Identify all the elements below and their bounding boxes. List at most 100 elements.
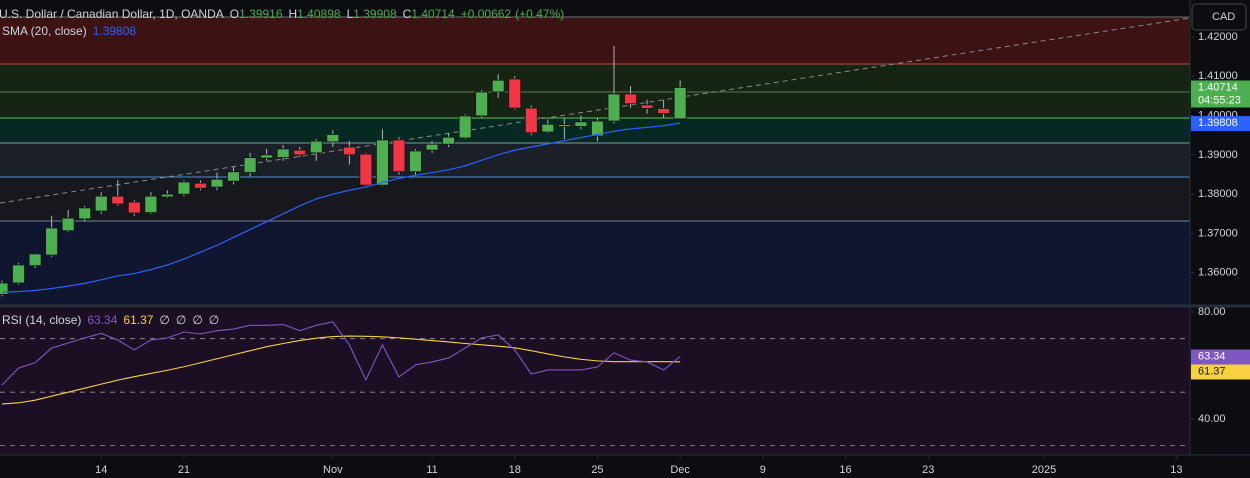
legend-sma: SMA (20, close) 1.39808 (2, 24, 136, 38)
candle-body (276, 148, 290, 159)
candle-body (210, 178, 224, 188)
rsi-background (0, 308, 1190, 455)
x-tick-label: 23 (922, 464, 934, 476)
candle-body (45, 227, 59, 256)
legend-value: 63.34 (87, 313, 117, 327)
price-badge-label: 1.40714 (1198, 81, 1238, 93)
placeholder: ∅ (192, 313, 202, 327)
candle-body (591, 120, 604, 137)
rsi-line (1, 335, 681, 405)
candle-body (442, 136, 455, 145)
legend-rsi: RSI (14, close) 63.34 61.37 ∅ ∅ ∅ ∅ (2, 313, 219, 327)
trend-line (0, 17, 1191, 204)
y-tick-label: 1.36000 (1198, 267, 1238, 279)
placeholder: ∅ (209, 313, 219, 327)
zone (0, 64, 1190, 118)
ohlc-prefix: C (403, 7, 412, 21)
y-tick-label: 1.39000 (1198, 149, 1238, 161)
ohlc-prefix: O (230, 7, 239, 21)
zone (0, 17, 1190, 64)
candle-body (508, 78, 522, 109)
price-badge (1191, 80, 1250, 108)
candle-body (541, 123, 555, 133)
candle-body (12, 264, 25, 284)
x-tick-label: 25 (591, 464, 603, 476)
x-tick-label: 14 (95, 464, 107, 476)
candle-body (557, 124, 571, 127)
ohlc-value: 1.40714 (411, 7, 455, 21)
sma-line (1, 122, 681, 293)
candle-body (94, 195, 108, 212)
price-badge-label: 61.37 (1198, 365, 1226, 377)
candle-body (392, 139, 406, 173)
candle-body (194, 182, 207, 189)
ohlc-value: 1.40898 (297, 7, 341, 21)
candle-body (144, 195, 158, 214)
y-tick-label: 40.00 (1198, 413, 1226, 425)
zone (0, 143, 1190, 177)
candle-body (160, 193, 174, 198)
price-badge (1191, 349, 1250, 365)
y-tick-label: 1.41000 (1198, 70, 1238, 82)
candle-body (326, 134, 340, 143)
ohlc-value: 1.39908 (353, 7, 397, 21)
candle-body (607, 93, 621, 122)
candle-body (657, 108, 670, 114)
price-badge (1191, 116, 1250, 132)
candle-body (491, 79, 505, 93)
ohlc-prefix: H (289, 7, 298, 21)
price-badge-label: 63.34 (1198, 350, 1226, 362)
candle-body (28, 253, 42, 267)
legend-main: U.S. Dollar / Canadian Dollar, 1D, OANDA… (0, 7, 564, 21)
candle-body (260, 154, 274, 159)
rsi-line (1, 321, 681, 386)
x-tick-label: 13 (1170, 464, 1182, 476)
placeholder: ∅ (176, 313, 186, 327)
candle-body (227, 171, 240, 182)
change-percent: (+0.47%) (515, 7, 564, 21)
x-tick-label: 16 (839, 464, 851, 476)
legend-value: 61.37 (123, 313, 153, 327)
candle-body (640, 104, 654, 109)
candle-body (0, 282, 9, 295)
currency-label[interactable]: CAD (1212, 11, 1235, 23)
candle-body (376, 139, 389, 186)
x-tick-label: 2025 (1032, 464, 1056, 476)
candle-body (243, 157, 257, 173)
x-tick-label: Nov (323, 464, 343, 476)
change: +0.00662 (461, 7, 512, 21)
candle-body (624, 93, 637, 105)
x-tick-label: 21 (178, 464, 190, 476)
candle-body (409, 150, 422, 173)
currency-button[interactable] (1191, 3, 1247, 31)
zone (0, 221, 1190, 305)
candle-body (425, 143, 439, 151)
ohlc-value: 1.39916 (239, 7, 283, 21)
marks (0, 45, 1190, 447)
legend-entry: SMA (20, close) (2, 24, 87, 38)
candle-body (293, 149, 307, 156)
candle-body (359, 153, 373, 186)
candle-body (574, 121, 588, 127)
y-tick-label: 1.37000 (1198, 227, 1238, 239)
x-tick-label: 9 (760, 464, 766, 476)
price-badge (1191, 364, 1250, 380)
candle-body (177, 181, 191, 195)
y-tick-label: 80.00 (1198, 306, 1226, 318)
x-tick-label: 11 (426, 464, 437, 476)
candle-body (524, 107, 538, 134)
axes: 14 21 Nov 11 18 25 Dec 9 16 23 2025 13 1.36000 1.3700… (95, 31, 1250, 476)
zones (0, 16, 1191, 455)
placeholder: ∅ (159, 313, 169, 327)
candle-body (111, 195, 125, 205)
symbol-title: U.S. Dollar / Canadian Dollar, 1D, OANDA (0, 7, 224, 21)
rsi-title: RSI (14, close) (2, 313, 81, 327)
y-tick-label: 1.38000 (1198, 188, 1238, 200)
candle-body (78, 207, 92, 220)
candle-body (342, 146, 356, 156)
candle-body (673, 87, 687, 120)
price-badge-label: 04:55:23 (1198, 94, 1241, 106)
y-tick-label: 1.42000 (1198, 31, 1238, 43)
